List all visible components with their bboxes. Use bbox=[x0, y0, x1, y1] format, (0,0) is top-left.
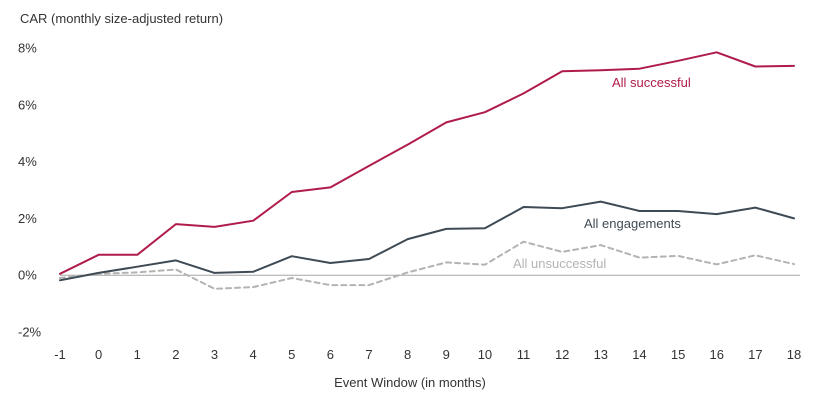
x-tick-label: 9 bbox=[443, 347, 450, 362]
series-label-all-successful: All successful bbox=[612, 75, 691, 90]
y-tick-label: 6% bbox=[18, 97, 37, 112]
x-tick-label: 18 bbox=[787, 347, 801, 362]
y-axis-ticks: -2% 0% 2% 4% 6% 8% bbox=[18, 41, 42, 340]
y-tick-label: -2% bbox=[18, 325, 42, 340]
y-tick-label: 4% bbox=[18, 154, 37, 169]
x-tick-label: 10 bbox=[478, 347, 492, 362]
series-line-all-successful bbox=[59, 51, 795, 275]
y-axis-title: CAR (monthly size-adjusted return) bbox=[20, 11, 223, 26]
x-tick-label: 0 bbox=[95, 347, 102, 362]
x-tick-label: 8 bbox=[404, 347, 411, 362]
x-tick-label: 14 bbox=[632, 347, 646, 362]
x-tick-label: -1 bbox=[54, 347, 66, 362]
y-tick-label: 2% bbox=[18, 211, 37, 226]
x-tick-label: 11 bbox=[517, 347, 531, 362]
x-axis-title: Event Window (in months) bbox=[334, 375, 486, 390]
x-tick-label: 16 bbox=[709, 347, 723, 362]
x-tick-label: 17 bbox=[748, 347, 762, 362]
y-tick-label: 8% bbox=[18, 41, 37, 56]
x-tick-label: 6 bbox=[327, 347, 334, 362]
x-tick-label: 13 bbox=[594, 347, 608, 362]
series-labels: All successful All engagements All unsucce… bbox=[513, 75, 691, 271]
x-tick-label: 1 bbox=[134, 347, 141, 362]
x-tick-label: 5 bbox=[288, 347, 295, 362]
series-label-all-unsuccessful: All unsuccessful bbox=[513, 256, 606, 271]
x-tick-label: 12 bbox=[555, 347, 569, 362]
series-line-all-unsuccessful bbox=[59, 240, 795, 290]
x-tick-label: 2 bbox=[172, 347, 179, 362]
y-tick-label: 0% bbox=[18, 268, 37, 283]
series-line-all-engagements bbox=[59, 200, 795, 282]
x-tick-label: 4 bbox=[250, 347, 257, 362]
x-tick-label: 3 bbox=[211, 347, 218, 362]
series-label-all-engagements: All engagements bbox=[584, 216, 681, 231]
x-tick-label: 7 bbox=[365, 347, 372, 362]
x-tick-label: 15 bbox=[671, 347, 685, 362]
x-axis-ticks: -1 0 1 2 3 4 5 6 7 8 9 10 11 12 13 14 15 16 17 18 bbox=[54, 347, 801, 362]
series-layer bbox=[59, 51, 795, 290]
